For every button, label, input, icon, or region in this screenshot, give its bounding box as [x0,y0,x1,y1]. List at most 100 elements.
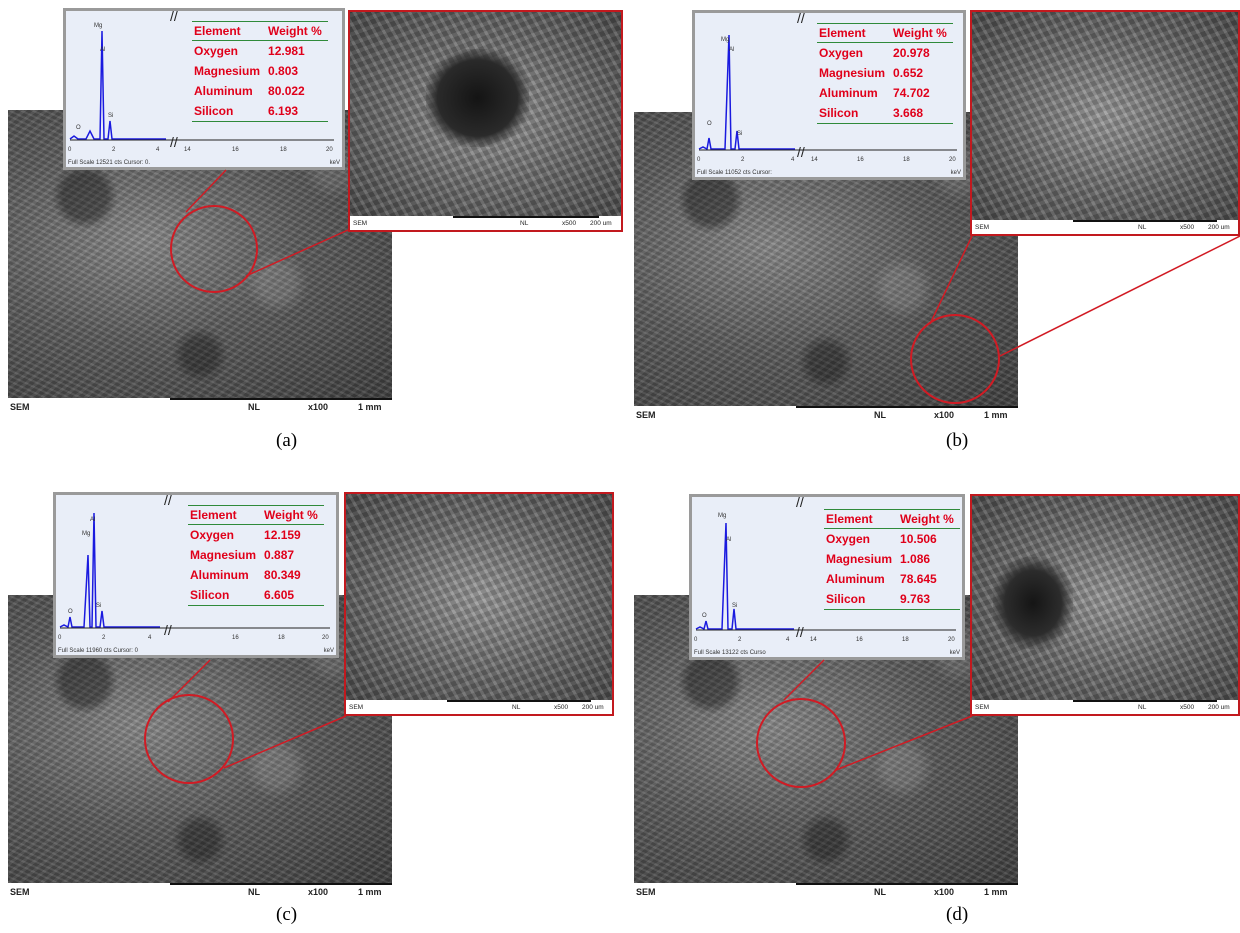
peak-label-mg: Mg [721,37,729,43]
table-header-row: Element Weight % [192,21,328,41]
table-row: Magnesium 1.086 [824,549,960,569]
region-circle [170,205,258,293]
table-row: Silicon 3.668 [817,103,953,124]
mag-label: x500 [554,704,569,711]
header-weight: Weight % [266,21,328,41]
peak-label-mg: Mg [82,531,90,537]
sem-label: SEM [353,220,368,227]
region-circle [756,698,846,788]
zoom-scalebar: SEM NL x500 200 um [972,700,1238,714]
zoom-inset: SEM NL x500 200 um [970,10,1240,236]
peak-label-o: O [702,613,707,619]
tick-16: 16 [856,637,863,643]
nl-label: NL [874,410,886,420]
region-circle [910,314,1000,404]
composition-table: Element Weight % Oxygen 12.981 Magnesium 0.… [192,21,328,122]
element-name: Silicon [188,585,263,606]
eds-spectrum: // // Mg Al O Si 0 2 4 14 16 18 20 Full … [692,10,966,180]
table-row: Oxygen 10.506 [824,529,960,550]
table-row: Magnesium 0.803 [192,61,328,81]
table-row: Oxygen 12.981 [192,41,328,62]
mag-label: x100 [934,410,955,420]
full-scale-label: Full Scale 11052 cts Cursor: [697,170,772,176]
scale-label: 1 mm [358,402,382,412]
element-name: Silicon [824,589,899,610]
zoom-inset: SEM NL x500 200 um [348,10,623,232]
svg-text://: // [797,144,805,160]
zoom-scalebar: SEM NL x500 200 um [346,700,612,714]
element-name: Oxygen [190,528,235,542]
scale-label: 1 mm [984,410,1008,420]
nl-label: NL [512,704,521,711]
peak-label-al: Al [90,517,95,523]
nl-label: NL [520,220,529,227]
table-row: Aluminum 74.702 [817,83,953,103]
element-weight: 0.652 [893,66,924,80]
tick-0: 0 [694,637,698,643]
full-scale-label: Full Scale 11960 cts Cursor: 0 [58,648,138,654]
header-element: Element [192,21,267,41]
header-element: Element [817,23,892,43]
tick-20: 20 [322,635,329,641]
table-header-row: Element Weight % [824,509,960,529]
element-weight: 80.022 [268,84,305,98]
peak-label-o: O [76,125,81,131]
tick-0: 0 [697,157,701,163]
tick-18: 18 [903,157,910,163]
spectrum-plot: // // Mg Al O Si 0 2 4 14 16 18 20 [694,497,956,643]
element-name: Silicon [817,103,892,124]
element-name: Silicon [192,101,267,122]
sem-label: SEM [636,887,656,897]
element-name: Aluminum [819,86,878,100]
mag-label: x500 [562,220,577,227]
tick-18: 18 [280,147,287,153]
table-row: Oxygen 12.159 [188,525,324,546]
sem-label: SEM [10,402,30,412]
zoom-scalebar: SEM NL x500 200 um [350,216,621,230]
svg-text://: // [164,495,172,508]
tick-16: 16 [857,157,864,163]
element-weight: 1.086 [900,552,931,566]
element-weight: 80.349 [264,568,301,582]
header-weight: Weight % [898,509,960,529]
scale-label: 1 mm [358,887,382,897]
peak-label-si: Si [108,113,113,119]
element-weight: 0.803 [268,64,299,78]
sem-scalebar: SEM NL x100 1 mm [634,883,1018,899]
region-circle [144,694,234,784]
header-weight: Weight % [891,23,953,43]
composition-table: Element Weight % Oxygen 12.159 Magnesium 0.… [188,505,324,606]
element-weight: 6.605 [262,585,324,606]
kev-label: keV [329,160,340,166]
element-weight: 10.506 [900,532,937,546]
element-name: Aluminum [194,84,253,98]
element-weight: 0.887 [264,548,295,562]
peak-label-o: O [68,609,73,615]
zoom-micrograph [972,496,1238,700]
table-row: Magnesium 0.652 [817,63,953,83]
zoom-inset: SEM NL x500 200 um [344,492,614,716]
tick-16: 16 [232,635,239,641]
tick-18: 18 [902,637,909,643]
zoom-scalebar: SEM NL x500 200 um [972,220,1238,234]
mag-label: x500 [1180,224,1195,231]
element-name: Magnesium [819,66,886,80]
element-weight: 20.978 [893,46,930,60]
tick-4: 4 [786,637,790,643]
spectrum-plot: // // Mg Al O Si 0 2 4 14 16 18 20 [68,11,334,153]
scale-label: 200 um [1208,224,1230,231]
peak-label-al: Al [726,537,731,543]
peak-label-si: Si [96,603,101,609]
tick-20: 20 [949,157,956,163]
eds-spectrum: // // Mg Al O Si 0 2 4 14 16 18 20 Full … [689,494,965,660]
caption: (c) [276,904,298,925]
mag-label: x100 [308,887,329,897]
sem-scalebar: SEM NL x100 1 mm [634,406,1018,422]
peak-label-al: Al [729,47,734,53]
element-name: Magnesium [826,552,893,566]
full-scale-label: Full Scale 12521 cts Cursor: 0. [68,160,151,166]
tick-4: 4 [156,147,160,153]
zoom-micrograph [346,494,612,700]
element-name: Magnesium [194,64,261,78]
kev-label: keV [323,648,334,654]
